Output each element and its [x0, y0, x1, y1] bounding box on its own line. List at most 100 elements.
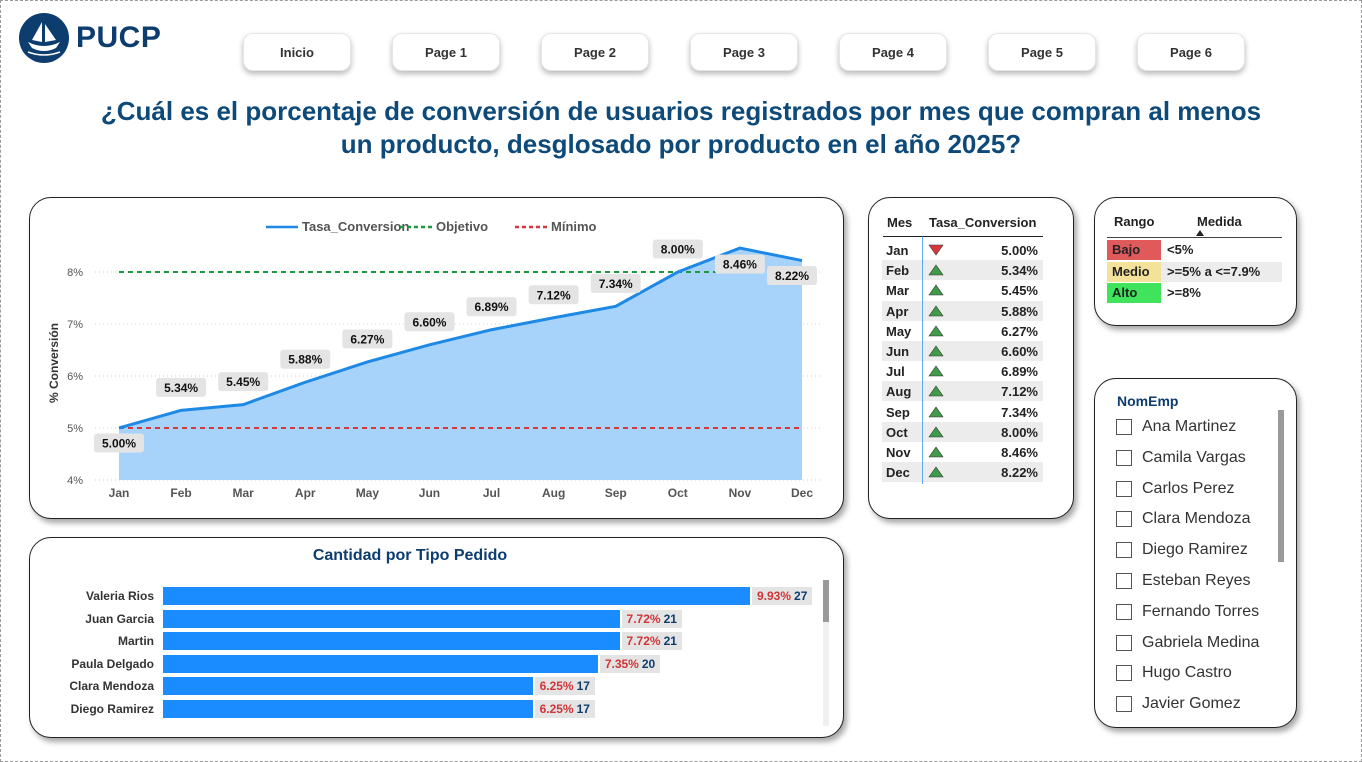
table-cell-mes: Feb	[886, 263, 910, 279]
slicer-item[interactable]: Hugo Castro	[1116, 662, 1232, 684]
table-cell-tasa-conversion: 6.27%	[1001, 323, 1038, 339]
bar-row[interactable]: Valeria Rios 9.93% 27	[30, 587, 820, 605]
table-cell-tasa-conversion: 6.89%	[1001, 364, 1038, 380]
x-tick-label: May	[356, 486, 380, 500]
bar-data-label: 7.72% 21	[621, 632, 682, 651]
x-tick-label: Dec	[791, 486, 813, 500]
data-label: 5.34%	[164, 381, 198, 395]
nav-button-page-4[interactable]: Page 4	[839, 33, 947, 71]
table-row[interactable]: May 6.27%	[882, 321, 1043, 341]
range-row[interactable]: Alto >=8%	[1107, 283, 1282, 303]
bar-row[interactable]: Juan Garcia 7.72% 21	[30, 609, 820, 628]
data-label-bg	[156, 377, 207, 397]
table-row[interactable]: Nov 8.46%	[882, 442, 1043, 462]
bar[interactable]	[163, 609, 620, 628]
checkbox[interactable]	[1116, 419, 1132, 435]
data-label: 5.00%	[102, 437, 136, 451]
y-tick-label: 5%	[67, 423, 83, 435]
bar-data-label: 9.93% 27	[752, 587, 813, 605]
table-row[interactable]: Dec 8.22%	[882, 462, 1043, 483]
table-row[interactable]: Oct 8.00%	[882, 421, 1043, 442]
range-header-rango[interactable]: Rango	[1114, 214, 1155, 229]
data-label-bg	[218, 372, 269, 392]
slicer-item-label: Clara Mendoza	[1142, 510, 1251, 528]
nav-button-page-3[interactable]: Page 3	[690, 33, 798, 71]
nav-button-page-6[interactable]: Page 6	[1137, 33, 1245, 71]
range-row[interactable]: Bajo <5%	[1107, 240, 1282, 260]
bar-category-label: Diego Ramirez	[70, 702, 154, 716]
table-cell-mes: Nov	[886, 445, 911, 460]
data-label: 8.46%	[723, 258, 757, 272]
bar[interactable]	[163, 587, 750, 605]
slicer-item[interactable]: Clara Mendoza	[1116, 508, 1251, 530]
slicer-item[interactable]: Esteban Reyes	[1116, 570, 1251, 592]
data-label: 5.45%	[226, 375, 260, 389]
nav-button-page-2[interactable]: Page 2	[541, 33, 649, 71]
conversion-line-chart[interactable]: 4% 5% 6% 7% 8% % Conversión Jan Feb Mar Apr May Jun…	[30, 198, 845, 520]
table-row[interactable]: Aug 7.12%	[882, 381, 1043, 402]
table-cell-tasa-conversion: 5.34%	[1001, 263, 1038, 279]
bar-row[interactable]: Diego Ramirez 6.25% 17	[30, 700, 820, 718]
slicer-item[interactable]: Fernando Torres	[1116, 601, 1259, 623]
checkbox[interactable]	[1116, 449, 1132, 466]
bar-row[interactable]: Clara Mendoza 6.25% 17	[30, 677, 820, 696]
nav-button-inicio[interactable]: Inicio	[243, 33, 351, 71]
bar-percent-label: 7.35%	[604, 656, 639, 671]
slicer-item[interactable]: Gabriela Medina	[1116, 632, 1259, 654]
legend-item: Mínimo	[551, 219, 597, 234]
bar-chart-scrollbar-thumb[interactable]	[823, 580, 829, 622]
checkbox[interactable]	[1116, 480, 1132, 497]
table-row[interactable]: Mar 5.45%	[882, 280, 1043, 300]
data-label: 7.12%	[537, 288, 571, 302]
slicer-item[interactable]: Carlos Perez	[1116, 478, 1234, 500]
nav-button-page-1[interactable]: Page 1	[392, 33, 500, 71]
bar-row[interactable]: Paula Delgado 7.35% 20	[30, 654, 820, 673]
bar-chart-card[interactable]: Cantidad por Tipo Pedido Valeria Rios 9.9…	[29, 537, 844, 738]
checkbox[interactable]	[1116, 511, 1132, 528]
slicer-item[interactable]: Diego Ramirez	[1116, 539, 1248, 561]
slicer-item[interactable]: Camila Vargas	[1116, 447, 1246, 469]
checkbox[interactable]	[1116, 542, 1132, 559]
slicer-item[interactable]: Ana Martinez	[1116, 416, 1236, 438]
page-title-line-2: un producto, desglosado por producto en …	[340, 129, 1022, 159]
sort-ascending-icon[interactable]	[1196, 230, 1204, 236]
data-label: 6.27%	[350, 332, 384, 346]
checkbox[interactable]	[1116, 696, 1132, 713]
conversion-line-chart-card[interactable]: 4% 5% 6% 7% 8% % Conversión Jan Feb Mar Apr May Jun…	[29, 197, 844, 519]
checkbox[interactable]	[1116, 603, 1132, 620]
table-header-tasa-conversion[interactable]: Tasa_Conversion	[929, 215, 1037, 230]
bar-row[interactable]: Martin 7.72% 21	[30, 632, 820, 651]
checkbox[interactable]	[1116, 665, 1132, 682]
bar-percent-label: 7.72%	[626, 634, 661, 649]
bar-count-label: 20	[641, 656, 656, 671]
range-header-medida[interactable]: Medida	[1197, 214, 1242, 229]
logo-text: PUCP	[76, 21, 162, 54]
bar[interactable]	[163, 700, 533, 718]
bar[interactable]	[163, 654, 598, 673]
data-label-bg	[590, 273, 641, 293]
month-conversion-table: Mes Tasa_Conversion Jan 5.00% Feb 5.34% Mar 5…	[868, 197, 1074, 519]
bar[interactable]	[163, 632, 620, 651]
table-row[interactable]: Feb 5.34%	[882, 260, 1043, 281]
table-row[interactable]: Apr 5.88%	[882, 300, 1043, 321]
data-label-bg	[404, 312, 455, 332]
slicer-scrollbar[interactable]	[1278, 410, 1284, 562]
table-row[interactable]: Jan 5.00%	[882, 240, 1043, 260]
checkbox[interactable]	[1116, 573, 1132, 589]
nav-button-page-5[interactable]: Page 5	[988, 33, 1096, 71]
slicer-item[interactable]: Javier Gomez	[1116, 693, 1241, 715]
table-row[interactable]: Sep 7.34%	[882, 402, 1043, 422]
table-cell-mes: Aug	[886, 384, 912, 400]
bar[interactable]	[163, 677, 533, 696]
table-header-mes[interactable]: Mes	[887, 215, 913, 230]
table-row[interactable]: Jul 6.89%	[882, 361, 1043, 381]
tasa-conversion-line	[118, 246, 803, 430]
bar-chart-scrollbar[interactable]	[823, 580, 829, 726]
triangle-up-icon	[928, 446, 944, 458]
checkbox[interactable]	[1116, 634, 1132, 651]
table-row[interactable]: Jun 6.60%	[882, 341, 1043, 361]
x-tick-label: Apr	[295, 486, 316, 500]
table-cell-tasa-conversion: 7.34%	[1001, 404, 1038, 420]
range-row[interactable]: Medio >=5% a <=7.9%	[1107, 261, 1282, 282]
data-label: 6.89%	[475, 300, 509, 314]
